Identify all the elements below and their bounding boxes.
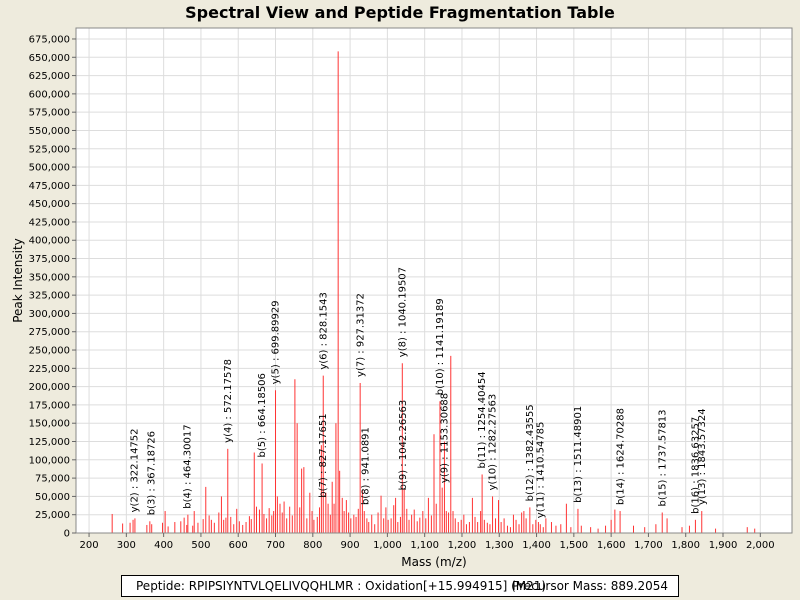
- y-tick-label: 625,000: [29, 71, 70, 82]
- x-tick-label: 1,200: [448, 540, 477, 551]
- fragment-label: b(11) : 1254.40454: [477, 371, 488, 468]
- fragment-label: b(9) : 1042.26563: [398, 400, 409, 491]
- y-tick-label: 150,000: [29, 419, 70, 430]
- x-tick-label: 1,900: [709, 540, 738, 551]
- x-tick-label: 800: [303, 540, 322, 551]
- fragment-label: y(7) : 927.31372: [355, 293, 366, 377]
- spectrum-chart: y(2) : 322.14752 b(3) : 367.18726 b(4) : 4…: [11, 27, 793, 569]
- y-tick-label: 200,000: [29, 382, 70, 393]
- fragment-label: b(16) : 1836.63257: [690, 417, 701, 514]
- y-tick-label: 275,000: [29, 327, 70, 338]
- y-tick-label: 175,000: [29, 400, 70, 411]
- x-tick-label: 1,000: [373, 540, 402, 551]
- peak-series: [111, 51, 756, 533]
- fragment-label: b(3) : 367.18726: [146, 431, 157, 515]
- x-tick-label: 700: [266, 540, 285, 551]
- x-tick-label: 500: [191, 540, 210, 551]
- fragment-annotations: y(2) : 322.14752 b(3) : 367.18726 b(4) : 4…: [130, 267, 708, 518]
- x-tick-label: 200: [80, 540, 99, 551]
- peptide-sequence-label: Peptide: RPIPSIYNTVLQELIVQQHLMR : Oxidat…: [136, 579, 547, 593]
- y-tick-label: 600,000: [29, 89, 70, 100]
- fragment-label: y(6) : 828.1543: [318, 292, 329, 370]
- y-tick-label: 525,000: [29, 144, 70, 155]
- x-tick-label: 900: [341, 540, 360, 551]
- fragment-label: y(13) : 1843.57324: [697, 408, 708, 505]
- fragment-label: y(4) : 572.17578: [223, 359, 234, 443]
- fragment-label: b(4) : 464.30017: [183, 424, 194, 508]
- y-tick-label: 500,000: [29, 163, 70, 174]
- fragment-label: b(5) : 664.18506: [257, 373, 268, 457]
- precursor-mass-label: Precursor Mass: 889.2054: [512, 579, 668, 593]
- x-tick-label: 1,600: [597, 540, 626, 551]
- peptide-info-box: Peptide: RPIPSIYNTVLQELIVQQHLMR : Oxidat…: [121, 575, 679, 597]
- x-tick-label: 300: [117, 540, 136, 551]
- fragment-label: y(9) : 1153.30688: [440, 393, 451, 483]
- y-tick-label: 550,000: [29, 126, 70, 137]
- y-tick-label: 575,000: [29, 108, 70, 119]
- y-tick-label: 400,000: [29, 236, 70, 247]
- x-tick-label: 1,100: [410, 540, 439, 551]
- fragment-label: y(10) : 1282.27563: [488, 394, 499, 491]
- plot-border: [75, 27, 793, 534]
- y-tick-label: 650,000: [29, 53, 70, 64]
- y-tick-label: 350,000: [29, 272, 70, 283]
- y-tick-label: 375,000: [29, 254, 70, 265]
- x-tick-label: 1,800: [671, 540, 700, 551]
- y-tick-label: 125,000: [29, 437, 70, 448]
- x-tick-label: 400: [154, 540, 173, 551]
- y-tick-label: 50,000: [35, 492, 70, 503]
- fragment-label: b(8) : 941.0891: [360, 427, 371, 505]
- x-tick-label: 1,700: [634, 540, 663, 551]
- fragment-label: b(7) : 827.17651: [318, 413, 329, 497]
- y-tick-label: 325,000: [29, 291, 70, 302]
- fragment-label: y(8) : 1040.19507: [397, 267, 408, 357]
- fragment-label: y(2) : 322.14752: [130, 428, 141, 512]
- y-axis-label: Peak Intensity: [11, 238, 25, 323]
- x-tick-label: 2,000: [746, 540, 775, 551]
- y-tick-label: 100,000: [29, 455, 70, 466]
- x-tick-label: 1,500: [560, 540, 589, 551]
- y-tick-label: 450,000: [29, 199, 70, 210]
- fragment-label: b(15) : 1737.57813: [657, 409, 668, 506]
- x-tick-label: 1,400: [522, 540, 551, 551]
- x-tick-label: 600: [229, 540, 248, 551]
- y-tick-label: 475,000: [29, 181, 70, 192]
- y-tick-label: 225,000: [29, 364, 70, 375]
- fragment-label: b(12) : 1382.43555: [525, 404, 536, 501]
- y-tick-label: 0: [64, 529, 70, 540]
- y-tick-label: 425,000: [29, 217, 70, 228]
- chart-title: Spectral View and Peptide Fragmentation …: [185, 3, 615, 22]
- axes: 200 300 400 500 600 700 800 900 1,000 1,100 1,200 1…: [29, 27, 793, 551]
- y-tick-label: 75,000: [35, 474, 70, 485]
- y-tick-label: 25,000: [35, 510, 70, 521]
- x-tick-label: 1,300: [485, 540, 514, 551]
- fragment-label: b(14) : 1624.70288: [615, 408, 626, 505]
- x-axis-label: Mass (m/z): [401, 555, 466, 569]
- fragment-label: y(11) : 1410.54785: [535, 422, 546, 519]
- fragment-label: b(13) : 1511.48901: [573, 406, 584, 503]
- fragment-label: y(5) : 699.89929: [270, 300, 281, 384]
- y-tick-label: 300,000: [29, 309, 70, 320]
- y-tick-label: 675,000: [29, 34, 70, 45]
- y-tick-label: 250,000: [29, 346, 70, 357]
- fragment-label: b(10) : 1141.19189: [435, 298, 446, 395]
